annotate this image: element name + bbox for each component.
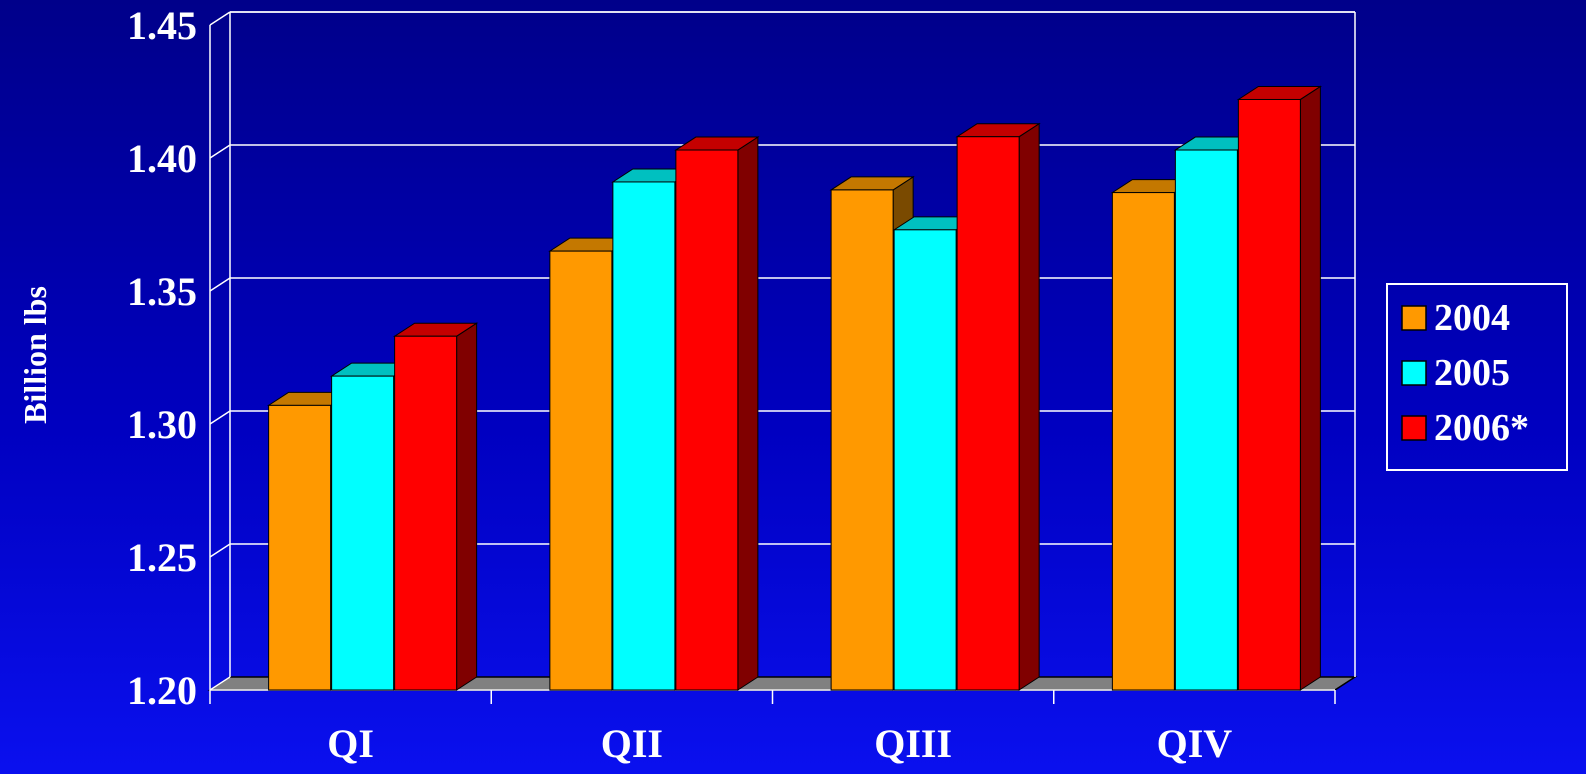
y-tick-labels: 1.20 1.25 1.30 1.35 1.40 1.45 bbox=[127, 3, 197, 713]
bar-front bbox=[830, 189, 894, 691]
bars bbox=[266, 85, 1323, 691]
gridline-side bbox=[209, 144, 231, 159]
bar-front bbox=[675, 149, 739, 691]
x-tick-labels: QI QII QIII QIV bbox=[327, 721, 1232, 766]
legend-swatch bbox=[1401, 360, 1427, 386]
legend-label: 2004 bbox=[1434, 297, 1510, 339]
bar-side bbox=[1018, 122, 1040, 691]
bar-front bbox=[1111, 192, 1175, 691]
bar-front bbox=[394, 335, 458, 691]
bar-front bbox=[268, 404, 332, 691]
legend-label: 2005 bbox=[1434, 352, 1510, 394]
gridline-side bbox=[209, 410, 231, 425]
y-tick-label: 1.35 bbox=[127, 269, 197, 314]
bar-front bbox=[549, 250, 613, 691]
gridline-side bbox=[209, 676, 231, 691]
legend: 2004 2005 2006* bbox=[1386, 283, 1568, 471]
bar-QIII-2006* bbox=[955, 122, 1041, 691]
legend-swatch bbox=[1401, 415, 1427, 441]
bar-front bbox=[612, 181, 676, 691]
legend-item: 2006* bbox=[1401, 407, 1529, 449]
gridline-side bbox=[209, 543, 231, 558]
bar-QI-2006* bbox=[392, 322, 479, 691]
legend-item: 2005 bbox=[1401, 352, 1510, 394]
bar-side bbox=[456, 322, 478, 691]
gridline-side bbox=[209, 11, 231, 26]
bar-front bbox=[893, 229, 957, 691]
x-tick-label: QIII bbox=[874, 721, 952, 766]
y-axis-label: Billion lbs bbox=[17, 286, 53, 424]
bar-side bbox=[1299, 85, 1321, 691]
legend-box bbox=[1386, 283, 1568, 471]
bar-QIV-2006* bbox=[1236, 85, 1323, 691]
y-tick-label: 1.40 bbox=[127, 136, 197, 181]
bar-front bbox=[956, 136, 1020, 691]
x-tick-label: QIV bbox=[1157, 721, 1233, 766]
y-tick-label: 1.25 bbox=[127, 535, 197, 580]
bar-side bbox=[737, 136, 759, 691]
y-tick-label: 1.45 bbox=[127, 3, 197, 48]
legend-swatch bbox=[1401, 305, 1427, 331]
bar-QII-2006* bbox=[674, 136, 760, 691]
y-tick-label: 1.30 bbox=[127, 402, 197, 447]
bar-front bbox=[1174, 149, 1238, 691]
x-tick-label: QI bbox=[327, 721, 374, 766]
legend-item: 2004 bbox=[1401, 297, 1510, 339]
x-tick-label: QII bbox=[601, 721, 663, 766]
bar-front bbox=[1237, 98, 1301, 691]
legend-label: 2006* bbox=[1434, 407, 1529, 449]
y-tick-label: 1.20 bbox=[127, 668, 197, 713]
gridline-side bbox=[209, 277, 231, 292]
bar-front bbox=[331, 375, 395, 691]
